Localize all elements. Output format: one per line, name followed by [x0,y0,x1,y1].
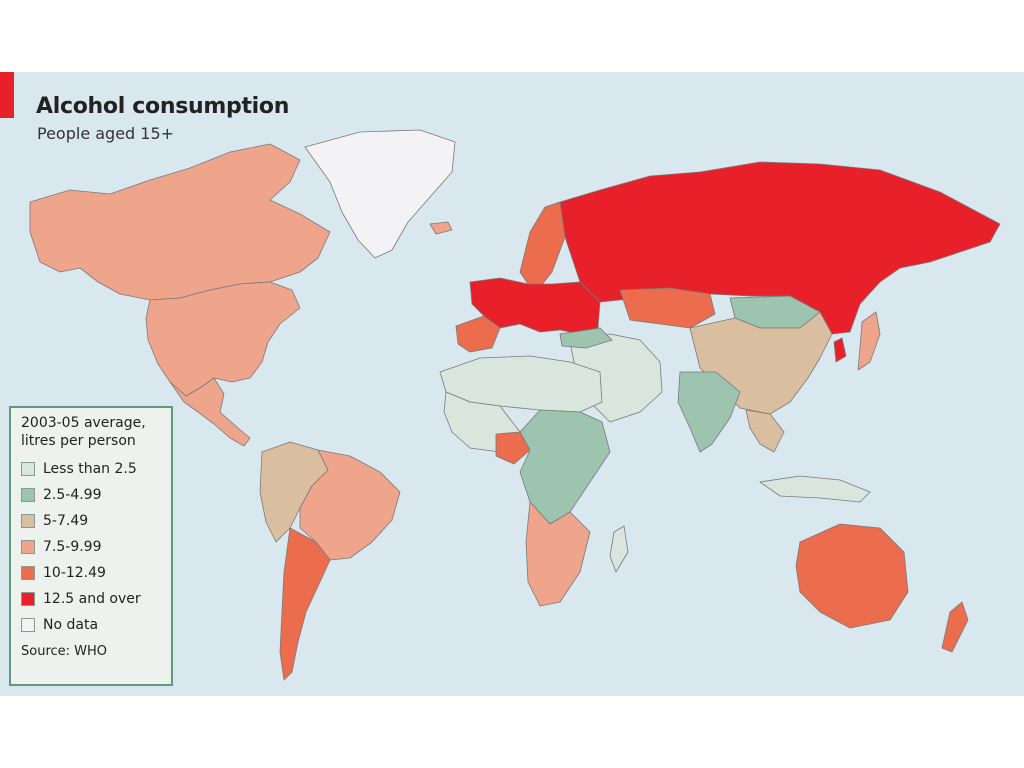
region-madagascar [609,525,629,573]
legend-swatch [21,488,35,502]
legend-label: No data [43,617,99,633]
legend-swatch [21,618,35,632]
accent-tab [0,72,14,118]
region-mexico [169,377,251,447]
legend-title-line2: litres per person [21,433,136,449]
legend-label: 5-7.49 [43,513,89,529]
region-argentina [279,527,331,681]
legend-item: Less than 2.5 [21,456,161,482]
legend-swatch [21,514,35,528]
legend-item: 10-12.49 [21,560,161,586]
region-usa [145,281,301,397]
region-kazakhstan [619,287,716,329]
region-australia [795,523,909,629]
legend-item: 12.5 and over [21,586,161,612]
legend-item: 7.5-9.99 [21,534,161,560]
legend-item: 5-7.49 [21,508,161,534]
region-south-africa [525,501,591,607]
region-japan [857,311,881,371]
region-greenland [304,129,456,259]
chart-subtitle: People aged 15+ [37,124,175,143]
region-canada [29,143,331,301]
legend-label: 12.5 and over [43,591,141,607]
region-iceland [429,221,453,235]
region-central-africa [519,409,611,525]
map-frame: Alcohol consumption People aged 15+ [0,72,1024,696]
region-indonesia [759,475,871,503]
world-map [29,129,1001,681]
legend-label: 10-12.49 [43,565,106,581]
chart-title: Alcohol consumption [36,94,290,119]
legend-swatch [21,462,35,476]
region-india [677,371,741,453]
legend-label: 7.5-9.99 [43,539,102,555]
source-note: Source: WHO [21,644,108,659]
legend-item: 2.5-4.99 [21,482,161,508]
legend-swatch [21,540,35,554]
legend-title-line1: 2003-05 average, [21,415,146,431]
region-scandinavia [519,201,566,288]
region-turkey [559,327,613,349]
legend-label: 2.5-4.99 [43,487,102,503]
legend-title: 2003-05 average, litres per person [21,414,161,450]
region-new-zealand [941,601,969,653]
region-brazil [299,449,401,561]
legend-swatch [21,592,35,606]
legend-label: Less than 2.5 [43,461,137,477]
region-nigeria [495,431,531,465]
legend-swatch [21,566,35,580]
region-korea [833,337,847,363]
map-legend: 2003-05 average, litres per person Less … [9,406,173,686]
legend-item: No data [21,612,161,638]
region-se-asia [745,409,785,453]
region-iberia [455,315,501,353]
